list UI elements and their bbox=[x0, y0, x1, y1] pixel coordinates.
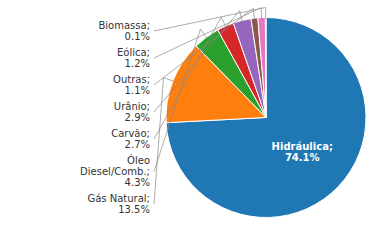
slice-label: Eólica;1.2% bbox=[117, 47, 150, 69]
slice-label-text: 2.7% bbox=[125, 139, 150, 150]
chart-svg: Hidráulica;74.1% Biomassa;0.1% Eólica;1.2%… bbox=[0, 0, 378, 235]
slice-label-text: Gás Natural; bbox=[87, 193, 150, 204]
leader-line bbox=[154, 8, 262, 58]
pie-slice bbox=[251, 18, 266, 118]
chart-container: Hidráulica;74.1% Biomassa;0.1% Eólica;1.2%… bbox=[0, 0, 378, 235]
slice-label-text: 1.2% bbox=[125, 58, 150, 69]
slice-label-text: Eólica; bbox=[117, 47, 150, 58]
slice-label: Urânio;2.9% bbox=[114, 101, 150, 123]
slice-label-text: Carvão; bbox=[111, 128, 150, 139]
slice-label: ÓleoDiesel/Comb.;4.3% bbox=[80, 154, 150, 188]
pie-slice bbox=[166, 18, 366, 218]
slice-label-text: 4.3% bbox=[125, 177, 150, 188]
pie-slice bbox=[265, 18, 267, 118]
slice-label-text: Outras; bbox=[113, 74, 150, 85]
leader-line bbox=[154, 11, 243, 112]
slice-label-text: Urânio; bbox=[114, 101, 150, 112]
slice-label: Gás Natural;13.5% bbox=[87, 193, 150, 215]
slice-label-text: Óleo bbox=[127, 154, 150, 166]
slice-label: Hidráulica;74.1% bbox=[272, 141, 333, 163]
slice-label: Biomassa;0.1% bbox=[98, 20, 150, 42]
leader-line bbox=[154, 8, 255, 85]
slice-label-text: 2.9% bbox=[125, 112, 150, 123]
leader-line bbox=[154, 77, 175, 204]
slice-label-text: 0.1% bbox=[125, 31, 150, 42]
slice-label-text: Diesel/Comb.; bbox=[80, 166, 150, 177]
slice-label-text: 74.1% bbox=[285, 152, 320, 163]
slice-label: Carvão;2.7% bbox=[111, 128, 150, 150]
pie bbox=[166, 18, 366, 218]
slice-label-text: 13.5% bbox=[118, 204, 150, 215]
slice-label-text: Biomassa; bbox=[98, 20, 150, 31]
slice-label-text: Hidráulica; bbox=[272, 141, 333, 152]
labels: Hidráulica;74.1% Biomassa;0.1% Eólica;1.2%… bbox=[80, 8, 333, 215]
slice-label: Outras;1.1% bbox=[113, 74, 150, 96]
slice-label-text: 1.1% bbox=[125, 85, 150, 96]
leader-line bbox=[154, 8, 266, 31]
pie-slice bbox=[258, 18, 266, 118]
